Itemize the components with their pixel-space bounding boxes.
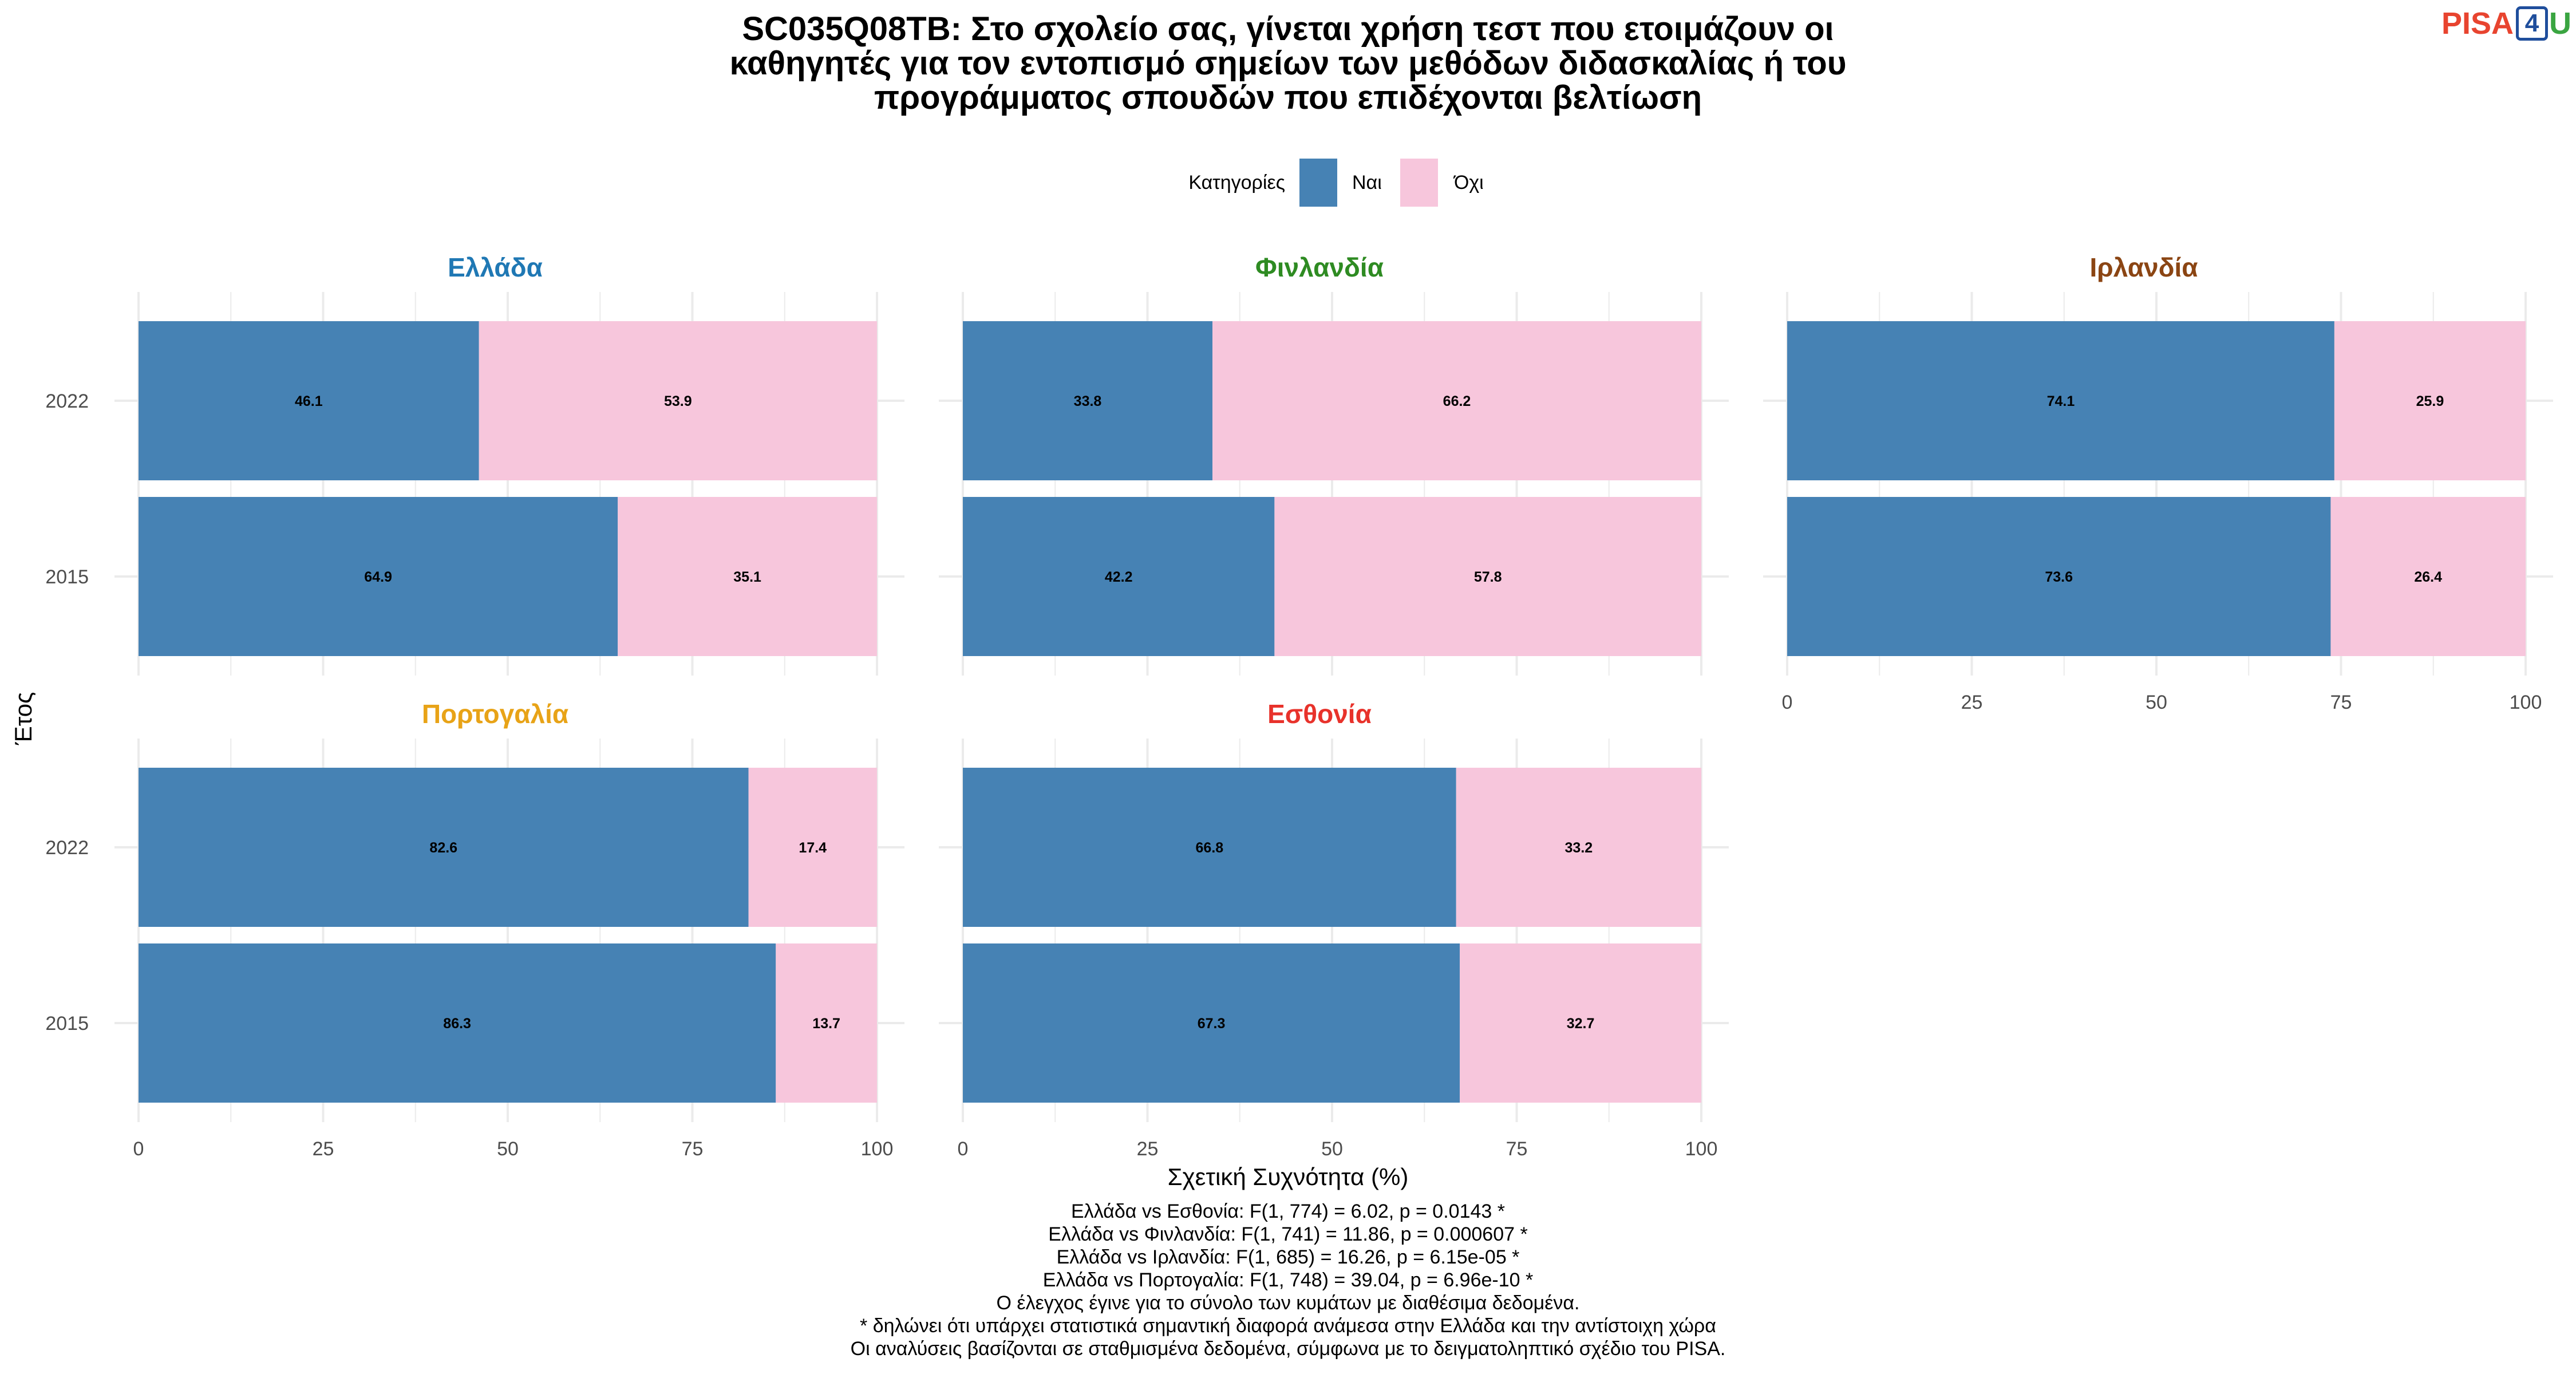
y-axis-title: Έτος — [10, 692, 37, 746]
bar-segment-nai — [963, 497, 1275, 656]
panel-title: Εσθονία — [1267, 699, 1372, 729]
data-label-nai: 82.6 — [429, 840, 457, 856]
chart-title-line: καθηγητές για τον εντοπισμό σημείων των … — [730, 45, 1847, 82]
data-label-oxi: 25.9 — [2416, 393, 2444, 409]
x-tick-label: 50 — [2146, 692, 2167, 713]
x-tick-label: 75 — [1506, 1138, 1528, 1160]
bar-segment-oxi — [748, 768, 877, 927]
footnote-line: Ο έλεγχος έγινε για το σύνολο των κυμάτω… — [997, 1292, 1580, 1314]
footnote-line: * δηλώνει ότι υπάρχει στατιστικά σημαντι… — [860, 1315, 1716, 1337]
footnote-line: Ελλάδα vs Πορτογαλία: F(1, 748) = 39.04,… — [1043, 1269, 1533, 1291]
data-label-nai: 74.1 — [2047, 393, 2075, 409]
x-tick-label: 100 — [1685, 1138, 1718, 1160]
pisa4u-logo: PISA 4 U — [2441, 6, 2571, 41]
bar-segment-nai — [139, 943, 776, 1103]
bar-segment-oxi — [618, 497, 877, 656]
x-tick-label: 75 — [2330, 692, 2352, 713]
bar-segment-oxi — [1460, 943, 1701, 1103]
data-label-nai: 66.8 — [1196, 840, 1224, 856]
data-label-nai: 46.1 — [295, 393, 323, 409]
x-tick-label: 75 — [682, 1138, 704, 1160]
data-label-nai: 33.8 — [1074, 393, 1102, 409]
x-tick-label: 50 — [1321, 1138, 1343, 1160]
footnote-line: Ελλάδα vs Ιρλανδία: F(1, 685) = 16.26, p… — [1057, 1246, 1520, 1268]
bar-segment-nai — [139, 497, 618, 656]
legend-title: Κατηγορίες — [1188, 172, 1285, 194]
bar-segment-oxi — [1274, 497, 1701, 656]
data-label-nai: 73.6 — [2045, 569, 2073, 585]
bar-segment-oxi — [1456, 768, 1701, 927]
x-tick-label: 100 — [861, 1138, 894, 1160]
data-label-oxi: 33.2 — [1565, 840, 1593, 856]
bar-segment-nai — [963, 768, 1456, 927]
legend-swatch-oxi — [1400, 159, 1438, 207]
data-label-nai: 42.2 — [1105, 569, 1133, 585]
data-label-oxi: 26.4 — [2414, 569, 2442, 585]
footnote-line: Οι αναλύσεις βασίζονται σε σταθμισμένα δ… — [851, 1338, 1726, 1360]
bar-segment-oxi — [2334, 321, 2526, 480]
bar-segment-oxi — [1212, 321, 1701, 480]
x-tick-label: 0 — [1782, 692, 1793, 713]
chart-title-line: προγράμματος σπουδών που επιδέχονται βελ… — [874, 79, 1702, 116]
x-tick-label: 50 — [497, 1138, 519, 1160]
data-label-oxi: 53.9 — [664, 393, 692, 409]
bar-segment-nai — [1787, 497, 2331, 656]
x-tick-label: 25 — [1961, 692, 1983, 713]
legend-label-oxi: Όχι — [1453, 172, 1484, 194]
data-label-nai: 86.3 — [443, 1016, 471, 1032]
x-tick-label: 25 — [313, 1138, 334, 1160]
data-label-nai: 67.3 — [1198, 1016, 1226, 1032]
data-label-nai: 64.9 — [364, 569, 392, 585]
y-tick-label: 2015 — [45, 1013, 89, 1035]
data-label-oxi: 13.7 — [812, 1016, 840, 1032]
data-label-oxi: 66.2 — [1443, 393, 1471, 409]
y-tick-label: 2022 — [45, 390, 89, 412]
panel-title: Πορτογαλία — [422, 699, 568, 729]
logo-text-u: U — [2549, 6, 2572, 41]
legend-swatch-nai — [1299, 159, 1337, 207]
bar-segment-nai — [1787, 321, 2334, 480]
panel-title: Ελλάδα — [448, 252, 543, 282]
footnote-line: Ελλάδα vs Φινλανδία: F(1, 741) = 11.86, … — [1048, 1223, 1527, 1245]
x-tick-label: 100 — [2510, 692, 2542, 713]
logo-text-pisa: PISA — [2441, 6, 2514, 41]
data-label-oxi: 17.4 — [799, 840, 827, 856]
panel-title: Ιρλανδία — [2089, 252, 2198, 282]
data-label-oxi: 32.7 — [1567, 1016, 1595, 1032]
bar-segment-nai — [963, 943, 1460, 1103]
data-label-oxi: 35.1 — [733, 569, 761, 585]
footnote-line: Ελλάδα vs Εσθονία: F(1, 774) = 6.02, p =… — [1071, 1201, 1505, 1222]
bar-segment-oxi — [479, 321, 877, 480]
legend-label-nai: Ναι — [1352, 172, 1382, 194]
x-tick-label: 0 — [133, 1138, 144, 1160]
x-axis-title: Σχετική Συχνότητα (%) — [1168, 1163, 1409, 1190]
panel-title: Φινλανδία — [1255, 252, 1384, 282]
y-tick-label: 2015 — [45, 566, 89, 588]
x-tick-label: 0 — [958, 1138, 969, 1160]
y-tick-label: 2022 — [45, 837, 89, 859]
bar-segment-oxi — [776, 943, 877, 1103]
bar-segment-nai — [139, 321, 479, 480]
logo-text-4: 4 — [2516, 6, 2549, 41]
x-tick-label: 25 — [1137, 1138, 1159, 1160]
bar-segment-nai — [139, 768, 749, 927]
chart-title-line: SC035Q08TB: Στο σχολείο σας, γίνεται χρή… — [742, 10, 1834, 48]
bar-segment-nai — [963, 321, 1213, 480]
data-label-oxi: 57.8 — [1474, 569, 1502, 585]
bar-segment-oxi — [2330, 497, 2526, 656]
